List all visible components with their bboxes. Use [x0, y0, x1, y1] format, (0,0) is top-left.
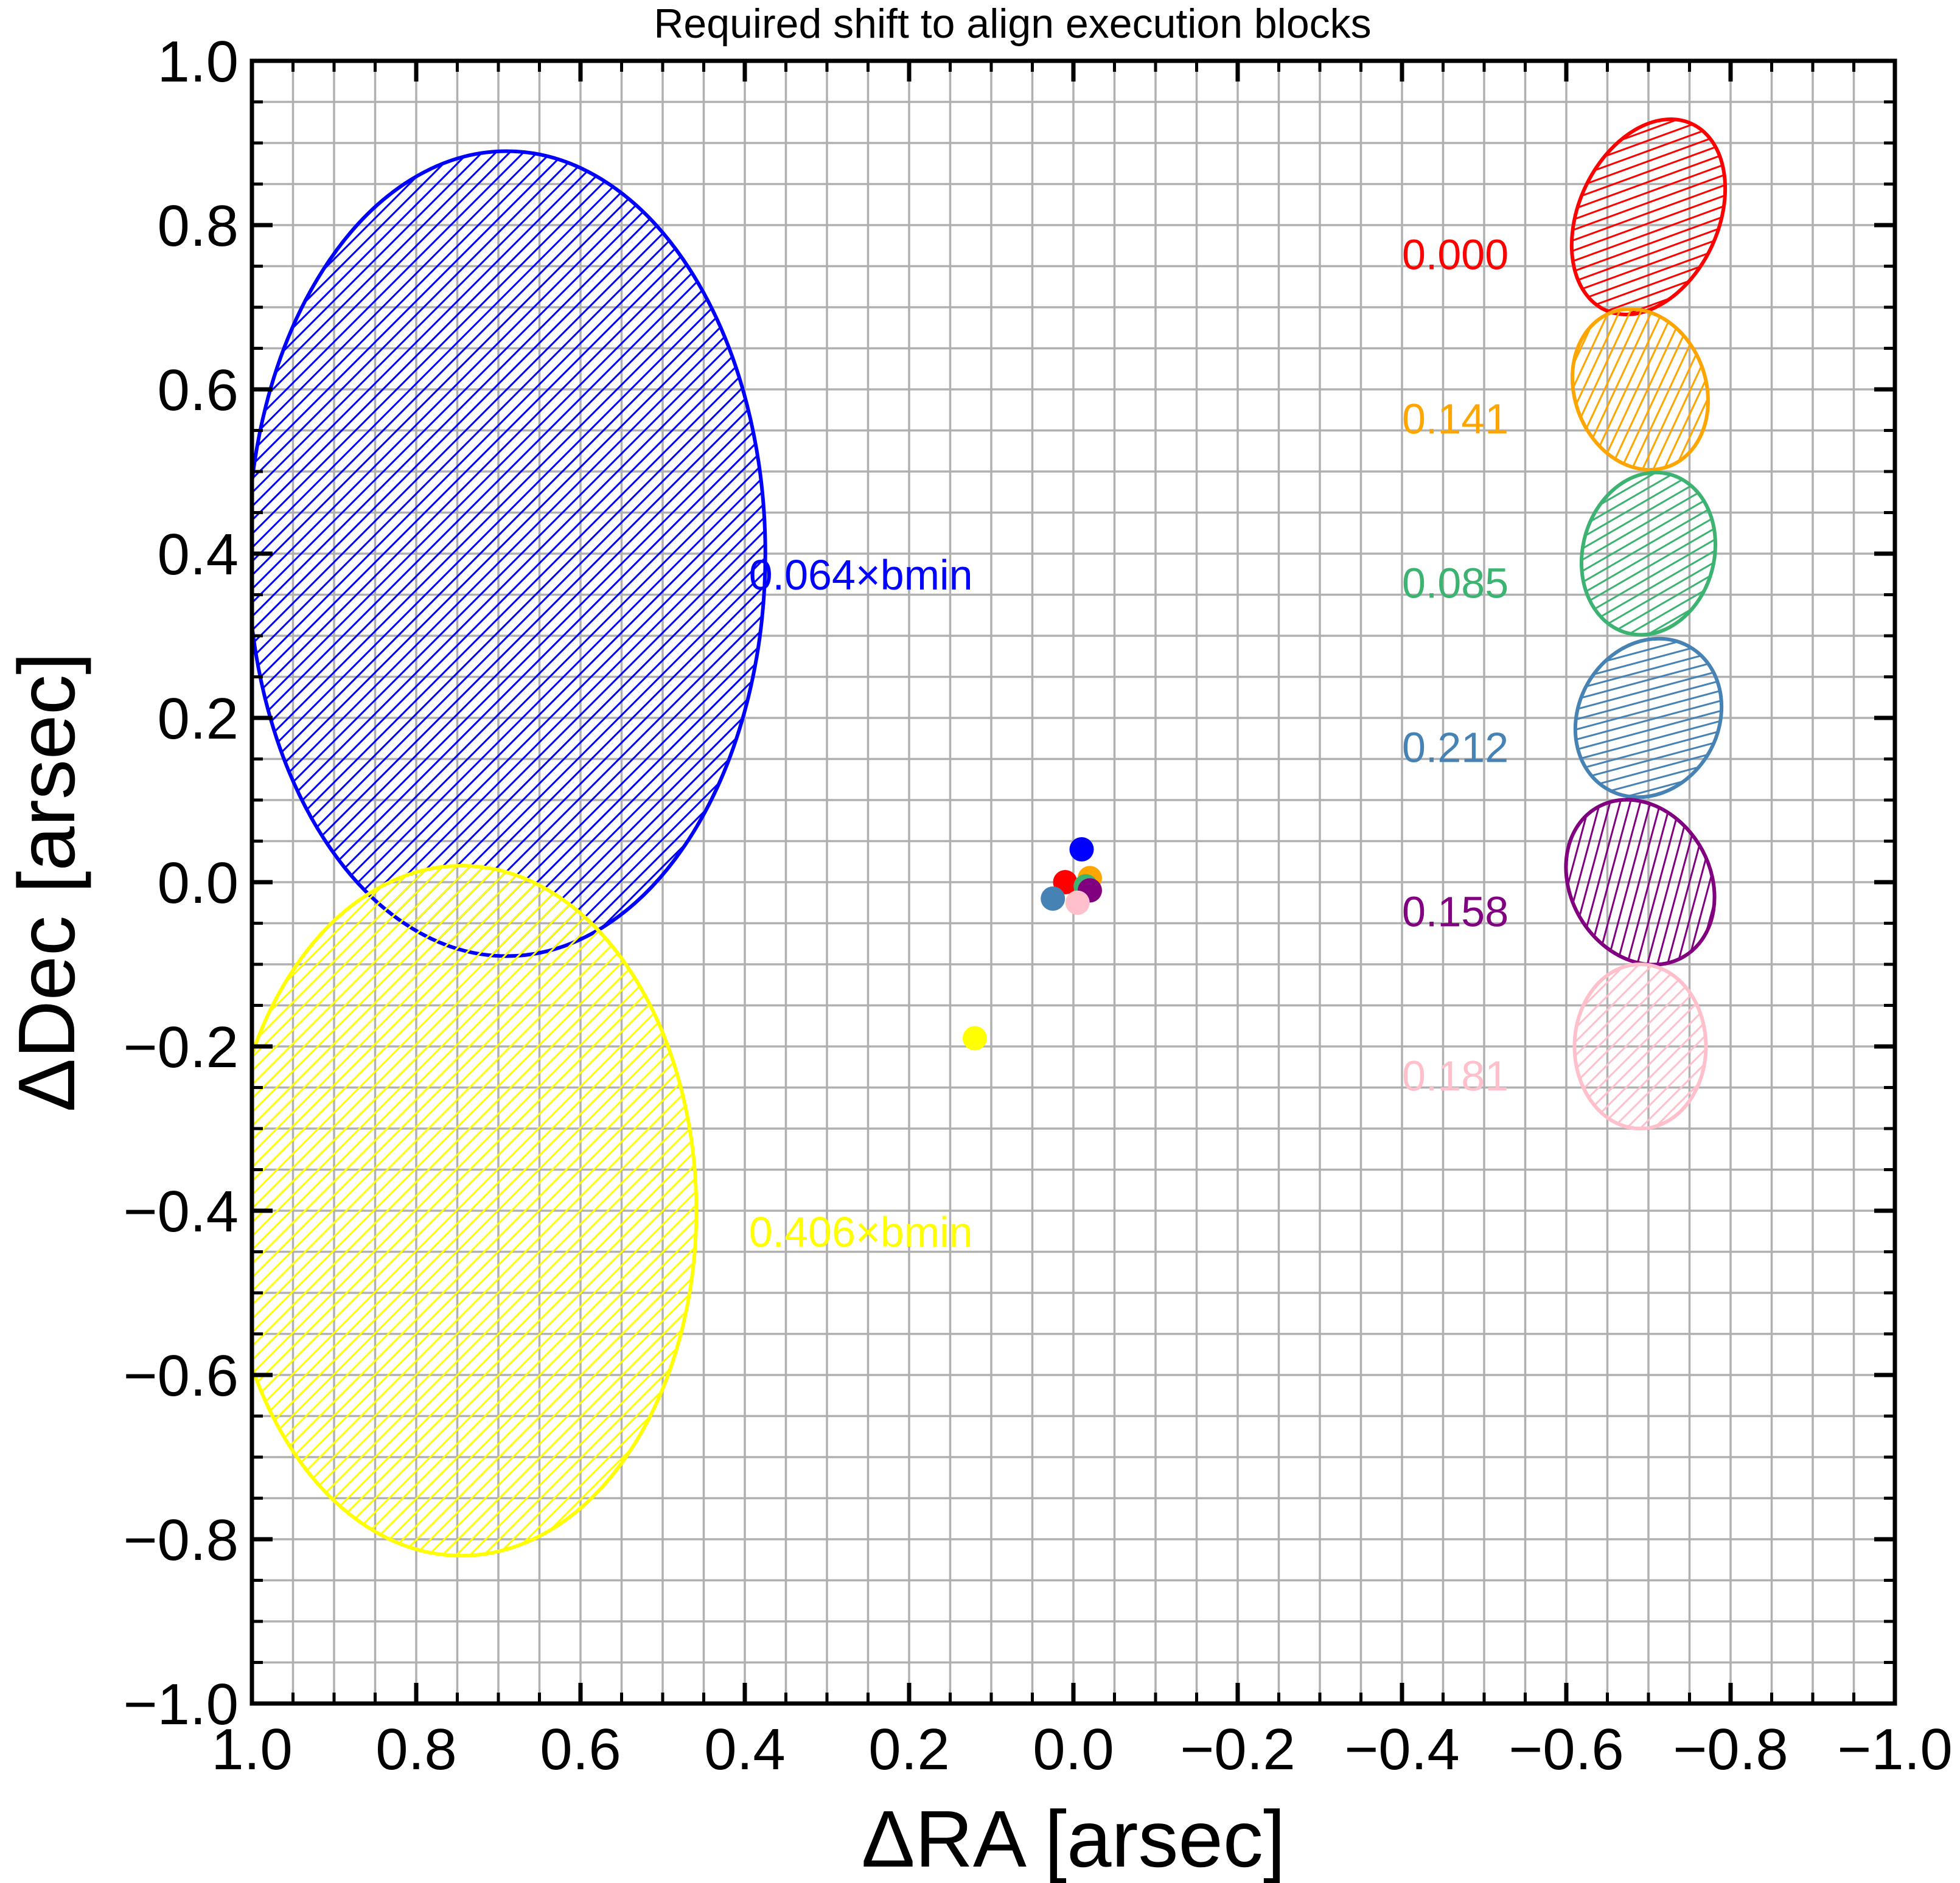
x-tick-label: −0.4 [1344, 1717, 1460, 1782]
annotation-label: 0.406×bmin [749, 1208, 973, 1256]
x-tick-label: 0.8 [375, 1717, 456, 1782]
x-tick-label: 0.6 [540, 1717, 621, 1782]
y-tick-label: 0.2 [158, 686, 239, 751]
x-axis-label: ΔRA [arsec] [861, 1794, 1285, 1883]
beam-ellipse [252, 864, 699, 1558]
y-tick-label: −1.0 [123, 1672, 239, 1737]
x-tick-label: 0.2 [868, 1717, 949, 1782]
x-tick-label: −0.2 [1180, 1717, 1296, 1782]
points-layer [963, 837, 1102, 1051]
x-tick-label: −0.8 [1673, 1717, 1788, 1782]
x-tick-label: 0.4 [704, 1717, 785, 1782]
beam-ellipse [1571, 307, 1710, 472]
data-point [1069, 837, 1094, 861]
ellipses-layer [252, 117, 1728, 1558]
x-tick-label: 1.0 [211, 1717, 292, 1782]
y-tick-label: 1.0 [158, 29, 239, 94]
y-axis-label: ΔDec [arsec] [2, 652, 91, 1112]
annotation-label: 0.000 [1402, 231, 1508, 278]
y-tick-label: −0.4 [123, 1179, 239, 1244]
beam-ellipse [252, 149, 767, 958]
annotation-label: 0.141 [1402, 395, 1508, 442]
annotation-label: 0.181 [1402, 1052, 1508, 1099]
x-tick-label: 0.0 [1033, 1717, 1114, 1782]
x-tick-labels: 1.0 0.8 0.6 0.4 0.2 0.0 −0.2 −0.4 −0.6 −0.8 −1.0 [211, 1717, 1952, 1782]
beam-ellipse [1579, 470, 1718, 637]
y-tick-label: 0.0 [158, 851, 239, 916]
y-tick-label: −0.6 [123, 1343, 239, 1408]
plot-frame [249, 58, 1897, 1706]
beam-ellipse [1564, 798, 1717, 967]
x-tick-label: −0.6 [1508, 1717, 1624, 1782]
data-point [1065, 890, 1090, 915]
data-point [963, 1026, 987, 1051]
x-tick-label: −1.0 [1837, 1717, 1953, 1782]
annotation-label: 0.064×bmin [749, 551, 973, 599]
beam-ellipse [1572, 962, 1708, 1130]
annotations-layer: 0.064×bmin 0.406×bmin 0.000 0.141 0.085 0.212… [749, 231, 1508, 1256]
y-tick-label: 0.8 [158, 193, 239, 259]
y-tick-label: 0.4 [158, 522, 239, 587]
y-tick-label: −0.8 [123, 1508, 239, 1573]
beam-ellipse [1569, 117, 1728, 316]
beam-ellipse [1573, 636, 1724, 799]
y-tick-label: 0.6 [158, 358, 239, 423]
y-tick-label: −0.2 [123, 1015, 239, 1080]
chart-title: Required shift to align execution blocks [654, 1, 1371, 47]
annotation-label: 0.158 [1402, 888, 1508, 935]
annotation-label: 0.212 [1402, 723, 1508, 771]
y-tick-labels: 1.0 0.8 0.6 0.4 0.2 0.0 −0.2 −0.4 −0.6 −0.8 −1.0 [123, 29, 239, 1737]
data-point [1041, 886, 1065, 911]
annotation-label: 0.085 [1402, 559, 1508, 607]
